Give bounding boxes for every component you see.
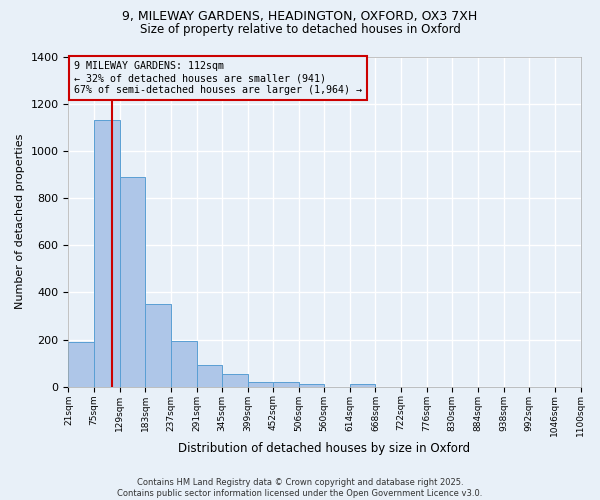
Bar [248,382,273,386]
Bar [94,120,119,386]
X-axis label: Distribution of detached houses by size in Oxford: Distribution of detached houses by size … [178,442,470,455]
Bar [350,384,376,386]
Bar [171,340,197,386]
Text: 9, MILEWAY GARDENS, HEADINGTON, OXFORD, OX3 7XH: 9, MILEWAY GARDENS, HEADINGTON, OXFORD, … [122,10,478,23]
Text: Size of property relative to detached houses in Oxford: Size of property relative to detached ho… [140,22,460,36]
Bar [222,374,248,386]
Y-axis label: Number of detached properties: Number of detached properties [15,134,25,310]
Text: Contains HM Land Registry data © Crown copyright and database right 2025.
Contai: Contains HM Land Registry data © Crown c… [118,478,482,498]
Bar [68,342,94,386]
Bar [299,384,324,386]
Text: 9 MILEWAY GARDENS: 112sqm
← 32% of detached houses are smaller (941)
67% of semi: 9 MILEWAY GARDENS: 112sqm ← 32% of detac… [74,62,362,94]
Bar [197,366,222,386]
Bar [119,177,145,386]
Bar [273,382,299,386]
Bar [145,304,171,386]
